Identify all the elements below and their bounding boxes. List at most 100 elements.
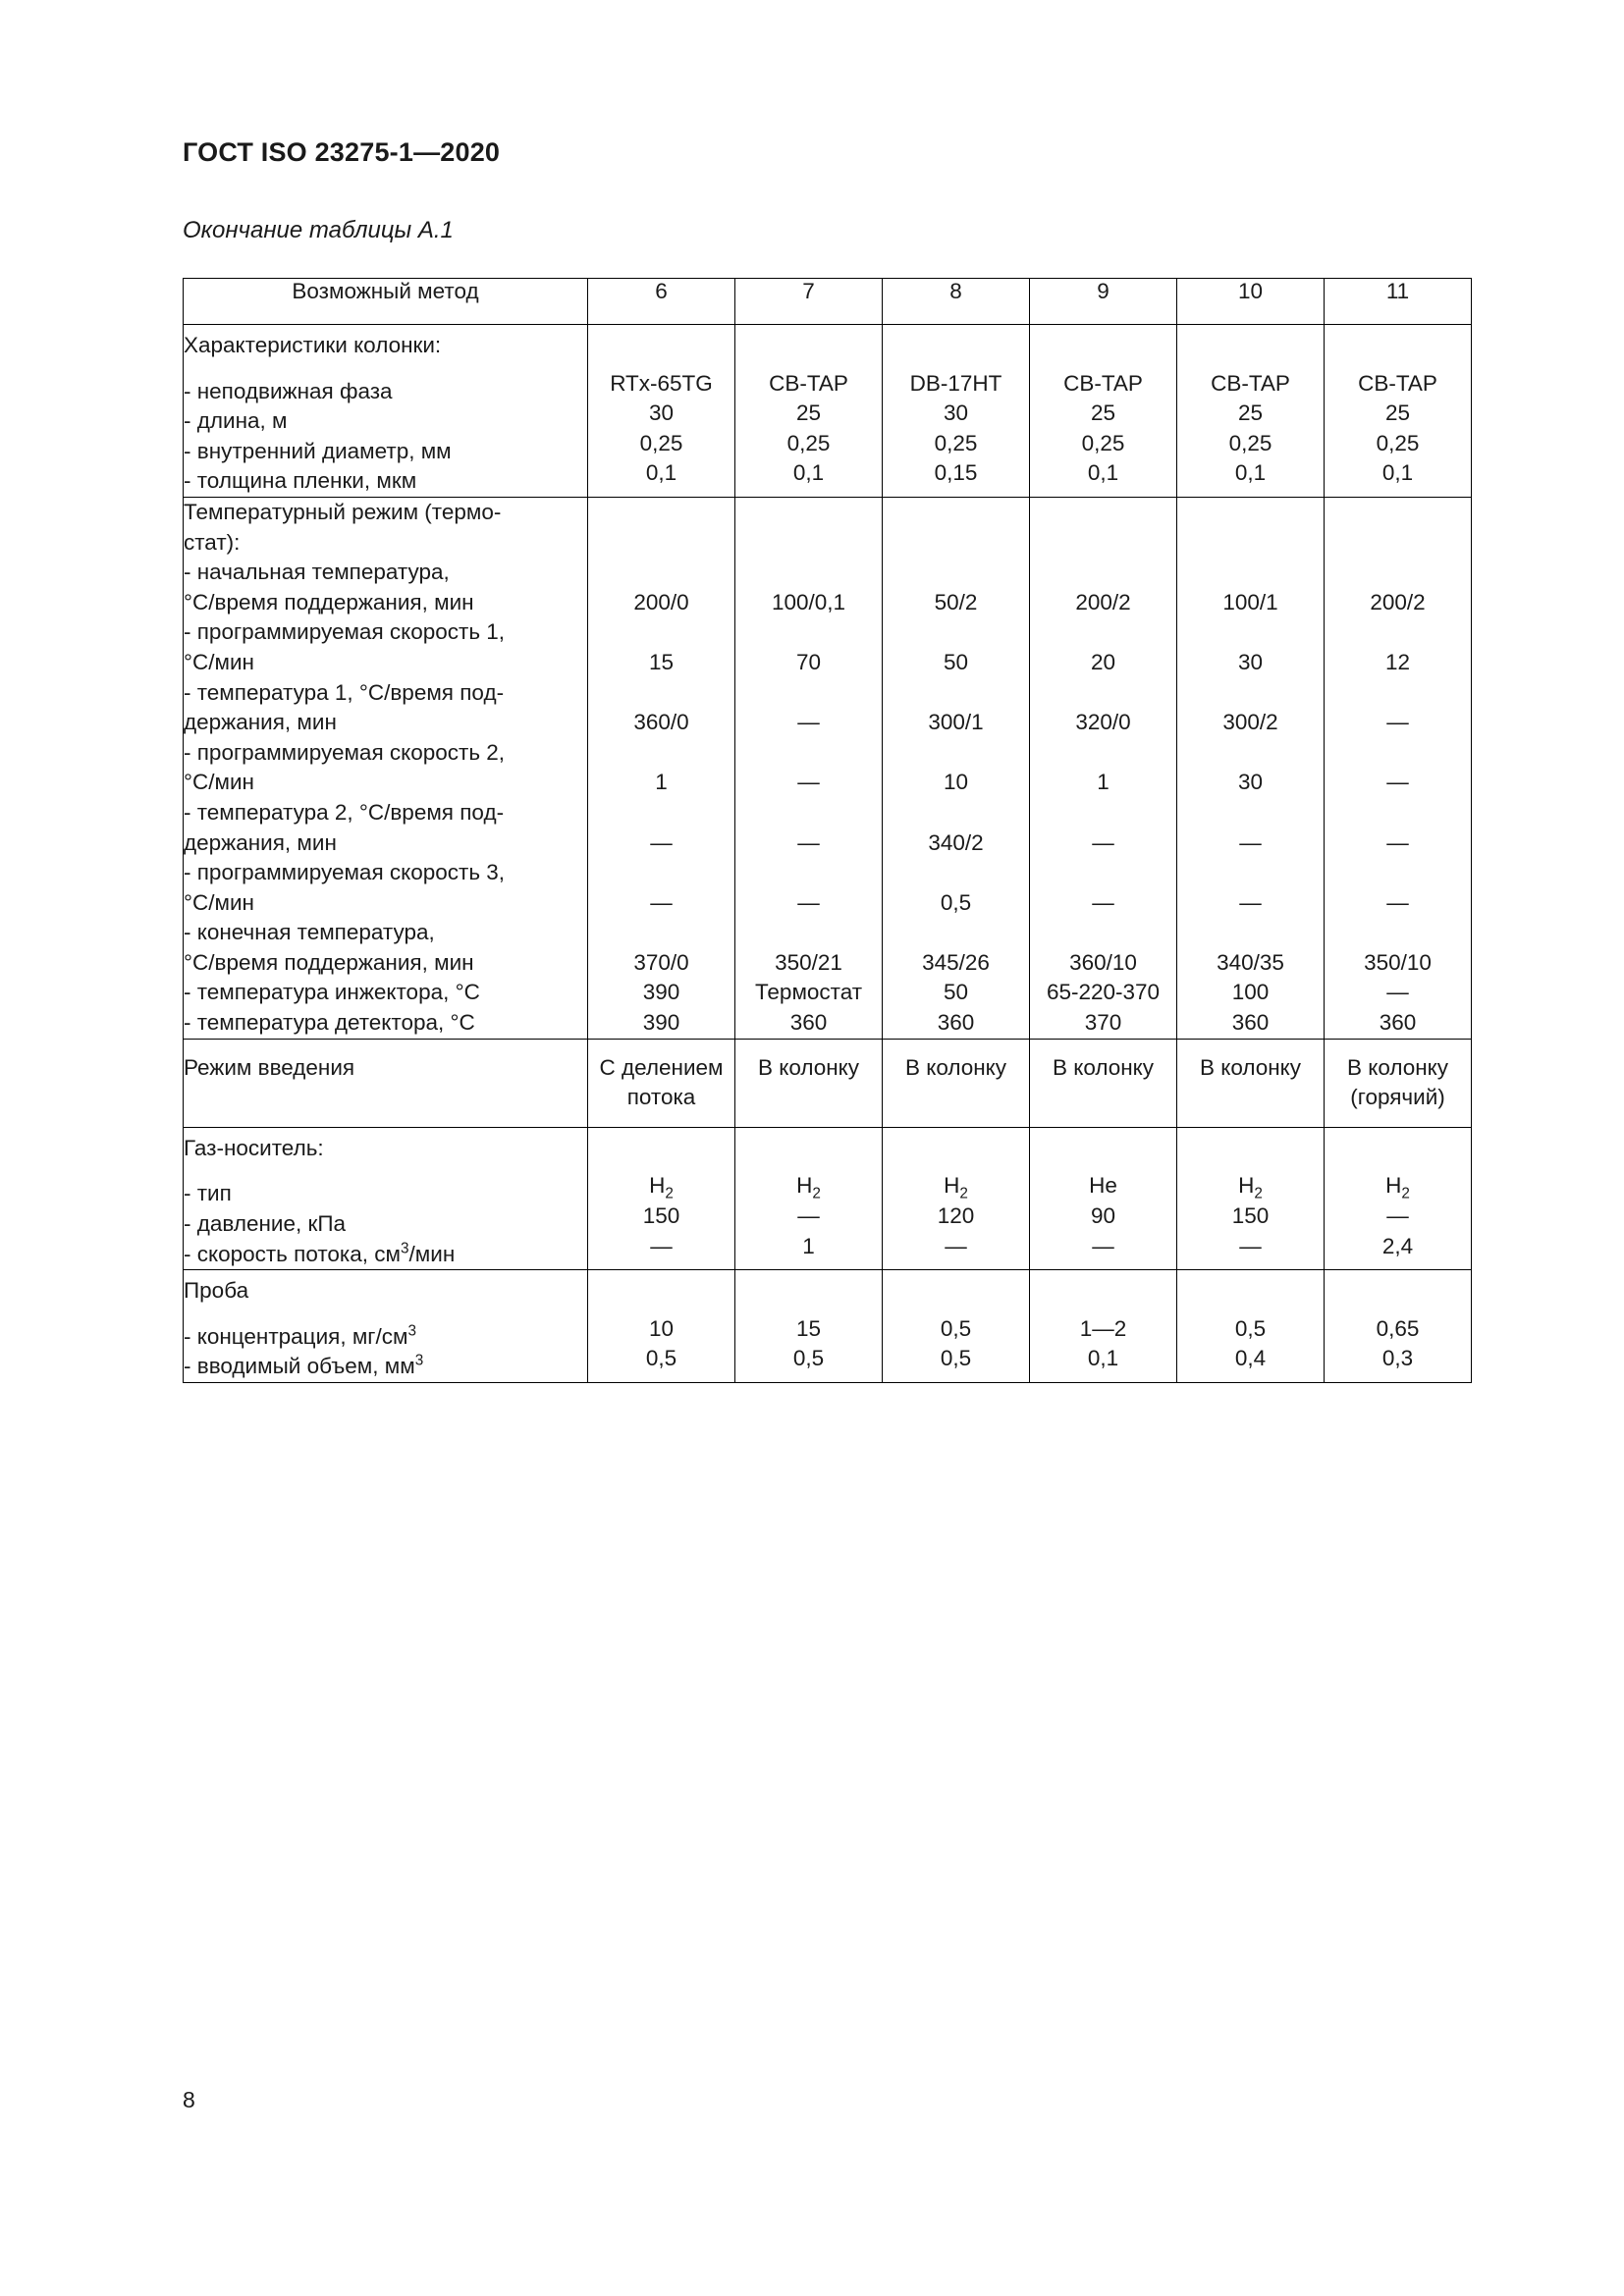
label-rate1-line1: - программируемая скорость 1,	[184, 619, 506, 645]
value-gas-pressure-9: 90	[1090, 1203, 1116, 1229]
methods-table: Возможный метод 6 7 8 9 10 11 Характерис…	[183, 278, 1472, 1383]
values-col8-temperature: xx x 50/2 x 50 x 300/1 x 10 x 340/2 x 0,…	[882, 496, 1030, 1040]
value-injector-11: —	[1386, 980, 1409, 1005]
carrier-gas-labels: Газ-носитель: - тип - давление, кПа - ск…	[183, 1126, 588, 1271]
value-phase-10: CB-TAP	[1211, 370, 1290, 396]
header-cell-method: Возможный метод	[183, 278, 588, 325]
value-final-temp-7: 350/21	[775, 949, 842, 975]
values-col11-characteristics: x CB-TAP 25 0,25 0,1	[1324, 324, 1472, 498]
value-final-temp-8: 345/26	[922, 949, 990, 975]
value-concentration-8: 0,5	[940, 1315, 972, 1341]
label-injection-mode: Режим введения	[184, 1054, 355, 1080]
values-col10-gas: x H2 150 —	[1176, 1126, 1325, 1271]
label-detector-temp: - температура детектора, °C	[184, 1010, 475, 1036]
value-temp2-8: 340/2	[928, 829, 984, 855]
value-final-temp-9: 360/10	[1069, 949, 1137, 975]
values-col11-sample: x 0,65 0,3	[1324, 1269, 1472, 1383]
value-detector-10: 360	[1231, 1010, 1270, 1036]
values-col6-injection: С делением потока	[587, 1038, 735, 1128]
document-header: ГОСТ ISO 23275-1—2020	[183, 137, 501, 167]
value-injection-6-line2: потока	[626, 1085, 696, 1110]
value-thickness-7: 0,1	[792, 460, 825, 486]
values-col10-characteristics: x CB-TAP 25 0,25 0,1	[1176, 324, 1325, 498]
value-gas-type-6: H2	[649, 1173, 674, 1202]
label-final-temp-line1: - конечная температура,	[184, 920, 435, 945]
value-volume-11: 0,3	[1381, 1346, 1414, 1371]
label-temp2-line1: - температура 2, °C/время под-	[184, 799, 505, 825]
value-injector-6: 390	[642, 980, 680, 1005]
value-volume-6: 0,5	[645, 1346, 677, 1371]
value-initial-temp-8: 50/2	[934, 589, 978, 614]
value-temp2-6: —	[650, 829, 673, 855]
value-length-8: 30	[943, 400, 969, 426]
value-volume-10: 0,4	[1234, 1346, 1267, 1371]
values-col7-injection: В колонку	[734, 1038, 883, 1128]
value-concentration-11: 0,65	[1376, 1315, 1420, 1341]
values-col11-gas: x H2 — 2,4	[1324, 1126, 1472, 1271]
label-volume: - вводимый объем, мм3	[184, 1352, 424, 1379]
values-col8-gas: x H2 120 —	[882, 1126, 1030, 1271]
header-cell-col7: 7	[734, 278, 883, 325]
value-concentration-10: 0,5	[1234, 1315, 1267, 1341]
value-gas-type-7: H2	[796, 1173, 821, 1202]
value-temp1-10: 300/2	[1222, 710, 1278, 735]
label-initial-temp-line1: - начальная температура,	[184, 560, 450, 585]
values-col9-injection: В колонку	[1029, 1038, 1177, 1128]
values-col10-sample: x 0,5 0,4	[1176, 1269, 1325, 1383]
value-gas-pressure-6: 150	[642, 1203, 680, 1229]
label-length: - длина, м	[184, 408, 288, 434]
section-injection-mode: Режим введения x С делением потока В кол…	[183, 1038, 1472, 1128]
value-gas-pressure-10: 150	[1231, 1203, 1270, 1229]
header-cell-col9: 9	[1029, 278, 1177, 325]
value-rate3-9: —	[1092, 889, 1114, 915]
value-temp2-7: —	[797, 829, 820, 855]
value-rate2-11: —	[1386, 770, 1409, 795]
label-rate2-line2: °C/мин	[184, 770, 254, 795]
value-flow-rate-8: —	[945, 1233, 967, 1258]
value-gas-pressure-11: —	[1386, 1203, 1409, 1229]
value-rate3-6: —	[650, 889, 673, 915]
value-detector-11: 360	[1379, 1010, 1417, 1036]
value-flow-rate-7: 1	[802, 1233, 815, 1258]
page-number: 8	[183, 2087, 195, 2112]
label-injector-temp: - температура инжектора, °C	[184, 980, 480, 1005]
label-temp-regime-title-line2: стат):	[184, 529, 241, 555]
value-initial-temp-7: 100/0,1	[771, 589, 846, 614]
value-phase-8: DB-17HT	[909, 370, 1002, 396]
value-rate2-9: 1	[1097, 770, 1110, 795]
label-temp1-line1: - температура 1, °C/время под-	[184, 679, 505, 705]
value-phase-9: CB-TAP	[1063, 370, 1143, 396]
value-rate2-10: 30	[1237, 770, 1264, 795]
value-detector-7: 360	[789, 1010, 828, 1036]
value-injector-7: Термостат	[754, 980, 863, 1005]
value-length-7: 25	[795, 400, 822, 426]
value-initial-temp-6: 200/0	[633, 589, 689, 614]
value-flow-rate-11: 2,4	[1381, 1233, 1414, 1258]
header-cell-col6: 6	[587, 278, 735, 325]
value-gas-type-10: H2	[1238, 1173, 1263, 1202]
column-characteristics-labels: Характеристики колонки: - неподвижная фа…	[183, 324, 588, 498]
value-rate1-9: 20	[1090, 649, 1116, 674]
value-rate1-10: 30	[1237, 649, 1264, 674]
label-flow-rate: - скорость потока, см3/мин	[184, 1240, 456, 1266]
value-concentration-7: 15	[795, 1315, 822, 1341]
value-temp2-10: —	[1239, 829, 1262, 855]
values-col6-characteristics: x RTx-65TG 30 0,25 0,1	[587, 324, 735, 498]
label-rate2-line1: - программируемая скорость 2,	[184, 739, 506, 765]
value-phase-7: CB-TAP	[769, 370, 848, 396]
value-gas-type-8: H2	[944, 1173, 968, 1202]
label-concentration: - концентрация, мг/см3	[184, 1322, 416, 1349]
label-film-thickness: - толщина пленки, мкм	[184, 468, 417, 494]
value-detector-9: 370	[1084, 1010, 1122, 1036]
value-rate3-11: —	[1386, 889, 1409, 915]
value-volume-7: 0,5	[792, 1346, 825, 1371]
value-phase-6: RTx-65TG	[610, 370, 713, 396]
value-rate1-8: 50	[943, 649, 969, 674]
values-col9-temperature: xx x 200/2 x 20 x 320/0 x 1 x — x — x	[1029, 496, 1177, 1040]
label-rate3-line2: °C/мин	[184, 889, 254, 915]
table-a1-continuation: Возможный метод 6 7 8 9 10 11 Характерис…	[183, 278, 1472, 1383]
values-col7-temperature: xx x 100/0,1 x 70 x — x — x — x — x	[734, 496, 883, 1040]
label-rate1-line2: °C/мин	[184, 649, 254, 674]
value-length-6: 30	[648, 400, 675, 426]
